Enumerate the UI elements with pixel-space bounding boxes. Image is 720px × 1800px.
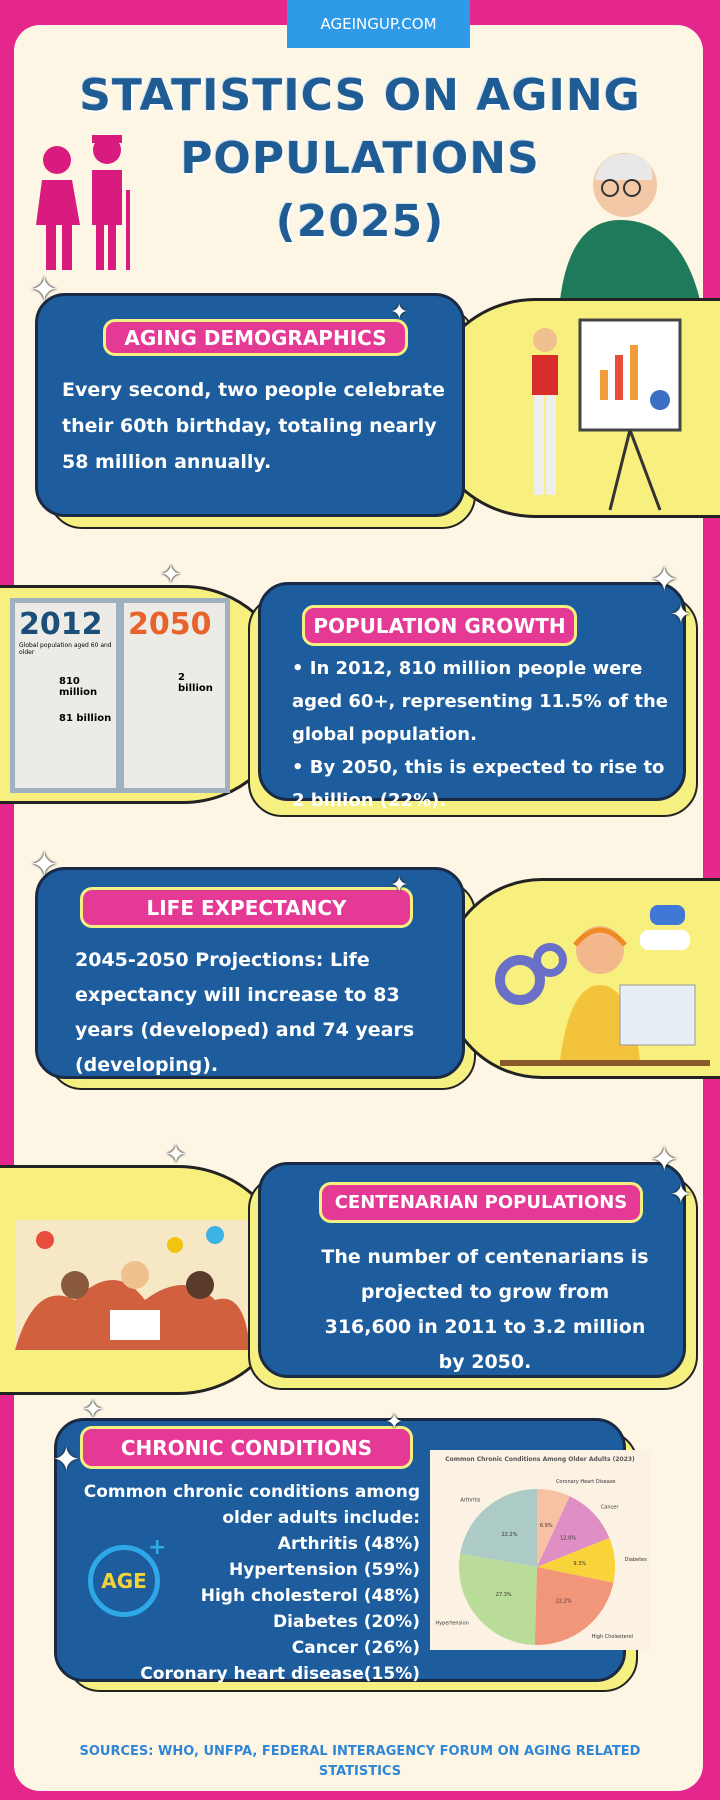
section-label: AGING DEMOGRAPHICS — [103, 319, 408, 356]
list-intro: Common chronic conditions among — [83, 1482, 420, 1502]
pie-data-label: 6.9% — [540, 1523, 553, 1529]
presenter-illustration — [532, 318, 682, 511]
pie-category-label: Diabetes — [625, 1557, 648, 1563]
pie-category-label: Cancer — [601, 1504, 620, 1510]
pie-category-label: High Cholesterol — [592, 1634, 633, 1640]
image-subtitle: Global population aged 60 and older — [19, 642, 112, 656]
elderly-couple-icon — [36, 135, 130, 270]
pie-slice-diabetes — [537, 1537, 615, 1583]
list-item: Arthritis (48%) — [277, 1534, 420, 1554]
elderly-man-illustration — [560, 153, 700, 300]
star-icon: ✦ — [82, 1395, 104, 1425]
star-icon: ✦ — [165, 1140, 187, 1170]
star-icon: ✦ — [650, 1140, 679, 1180]
section-text: Every second, two people celebrate their… — [62, 379, 445, 473]
pie-slice-high-cholesterol — [534, 1567, 614, 1645]
sources-text: SOURCES: WHO, UNFPA, FEDERAL INTERAGENCY… — [79, 1744, 641, 1779]
image-stat: 2 billion — [178, 672, 213, 694]
list-item: Coronary heart disease(15%) — [140, 1664, 420, 1684]
section-label: CENTENARIAN POPULATIONS — [319, 1182, 643, 1223]
page-title-line-2: POPULATIONS — [180, 133, 540, 184]
section-label: CHRONIC CONDITIONS — [80, 1426, 413, 1469]
pie-category-label: Coronary Heart Disease — [556, 1479, 616, 1485]
section-label: LIFE EXPECTANCY — [80, 887, 413, 928]
list-item: High cholesterol (48%) — [200, 1586, 420, 1606]
star-icon: ✦ — [160, 560, 182, 590]
pie-data-label: 27.3% — [496, 1592, 512, 1598]
star-icon: ✦ — [30, 845, 59, 885]
plus-icon: + — [148, 1535, 167, 1560]
page-title-line-1: STATISTICS ON AGING — [79, 70, 641, 121]
image-year-2050: 2050 — [128, 607, 212, 642]
list-item: Diabetes (20%) — [272, 1612, 420, 1632]
bullet-item: • In 2012, 810 million people were aged … — [292, 658, 668, 745]
population-infographic-image: 2012 Global population aged 60 and older… — [10, 598, 230, 793]
star-icon: ✦ — [390, 300, 409, 325]
section-label: POPULATION GROWTH — [302, 605, 577, 646]
star-icon: ✦ — [670, 600, 692, 630]
list-item: Cancer (26%) — [291, 1638, 420, 1658]
image-stat: 81 billion — [59, 713, 112, 724]
pie-category-label: Arthritis — [460, 1498, 480, 1504]
pie-data-label: 22.2% — [501, 1532, 517, 1538]
bullet-list: • In 2012, 810 million people were aged … — [292, 652, 672, 817]
chronic-conditions-pie-chart: Common Chronic Conditions Among Older Ad… — [430, 1450, 650, 1650]
list-item: Hypertension (59%) — [228, 1560, 420, 1580]
pie-slice-hypertension — [459, 1553, 537, 1645]
site-tab[interactable]: AGEINGUP.COM — [287, 0, 470, 48]
star-icon: ✦ — [52, 1440, 81, 1480]
celebration-image — [15, 1220, 250, 1350]
pie-slice-arthritis — [460, 1489, 537, 1567]
pie-data-label: 9.3% — [573, 1561, 586, 1567]
age-icon: AGE — [88, 1545, 160, 1617]
star-icon: ✦ — [385, 1410, 404, 1435]
pie-data-label: 22.2% — [556, 1599, 572, 1605]
star-icon: ✦ — [670, 1180, 692, 1210]
pie-slice-coronary-heart-disease — [537, 1489, 570, 1567]
pie-category-label: Hypertension — [435, 1621, 468, 1627]
pie-slice-cancer — [537, 1496, 610, 1567]
star-icon: ✦ — [650, 560, 679, 600]
support-agent-illustration — [495, 905, 710, 1066]
chart-title: Common Chronic Conditions Among Older Ad… — [445, 1456, 635, 1463]
bullet-item: • By 2050, this is expected to rise to 2… — [292, 757, 665, 811]
pie-data-label: 12.0% — [560, 1535, 576, 1541]
image-stat: 810 million — [59, 676, 98, 698]
conditions-list: Common chronic conditions among older ad… — [80, 1479, 420, 1687]
section-text: 2045-2050 Projections: Life expectancy w… — [75, 949, 415, 1076]
list-intro: older adults include: — [222, 1508, 420, 1528]
star-icon: ✦ — [390, 873, 409, 898]
page-title-line-3: (2025) — [275, 196, 445, 247]
section-text: The number of centenarians is projected … — [321, 1246, 649, 1373]
image-year-2012: 2012 — [19, 607, 103, 642]
star-icon: ✦ — [30, 270, 59, 310]
